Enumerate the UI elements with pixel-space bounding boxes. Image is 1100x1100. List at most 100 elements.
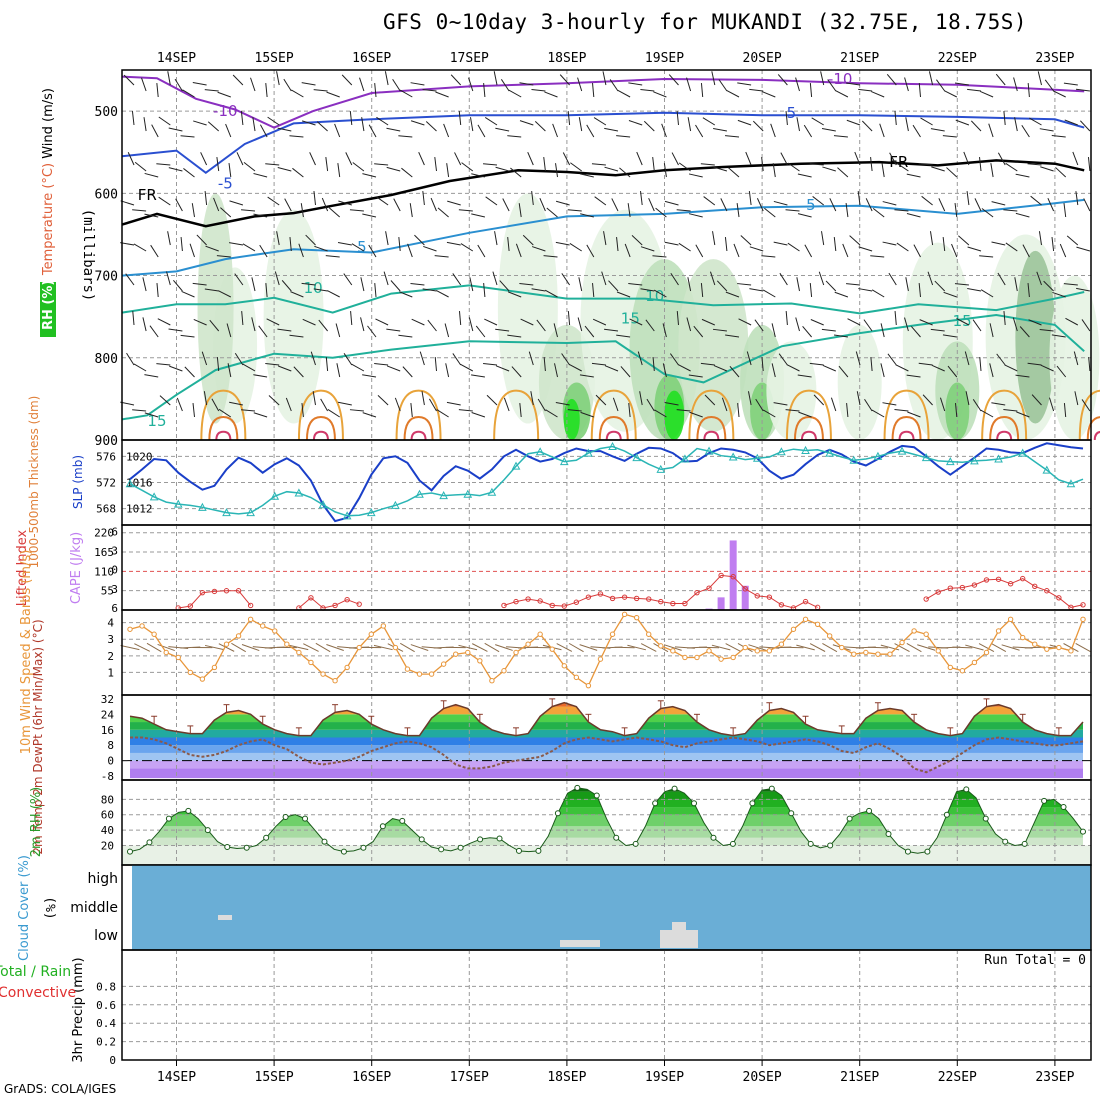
- wind-barb: [410, 403, 413, 418]
- wind-barb: [997, 272, 1006, 286]
- wind-barb: [180, 334, 195, 338]
- wind-barb: [1064, 119, 1078, 126]
- wind-barb: [375, 318, 389, 326]
- wind-barb: [150, 244, 159, 258]
- wind-barb: [927, 271, 934, 286]
- li-line: [298, 597, 360, 609]
- wind-barb: [954, 82, 969, 86]
- rh-marker: [788, 810, 795, 817]
- wind-barb: [652, 255, 667, 258]
- wind-barb: [133, 363, 147, 372]
- wind-barb: [664, 402, 679, 406]
- wind-barb: [1040, 166, 1054, 172]
- wind-barb: [616, 135, 631, 138]
- li-marker: [537, 598, 543, 604]
- wind-barb: [281, 280, 292, 292]
- wind-barb: [350, 311, 353, 326]
- li-marker: [356, 601, 362, 607]
- wind-barb: [1029, 117, 1042, 126]
- wind-barb: [704, 394, 716, 406]
- rh-ylabel: 2m RH (%): [29, 787, 44, 858]
- wind-barb: [888, 272, 897, 286]
- rh-line: [129, 787, 1084, 854]
- wind-barb: [141, 77, 147, 92]
- rh-marker: [165, 815, 172, 822]
- wind-barb: [918, 163, 933, 166]
- cloud-ylabel: Cloud Cover (%): [17, 855, 32, 961]
- wind-marker: [851, 651, 857, 657]
- wind-barb: [711, 71, 716, 86]
- wind-barb: [241, 409, 256, 412]
- wind-barb: [894, 409, 909, 412]
- wind-marker: [971, 659, 978, 666]
- wind-barb: [184, 366, 195, 378]
- wind-barb: [616, 291, 631, 298]
- rh-label: RH (%): [41, 275, 56, 330]
- thickness-marker: [970, 456, 979, 465]
- wind-barb: [958, 235, 970, 246]
- wind-barb: [484, 318, 498, 326]
- rh-marker: [535, 847, 542, 854]
- wind-barb: [980, 90, 994, 98]
- thickness-marker: [222, 508, 231, 517]
- wind-barb: [846, 403, 849, 418]
- wind-barb: [268, 395, 280, 406]
- wind-barb: [166, 271, 171, 286]
- wind-barb: [241, 209, 256, 212]
- wind-marker: [585, 682, 592, 689]
- wind-barb: [253, 412, 268, 418]
- temp-tick: 32: [101, 693, 114, 706]
- wind-barb: [283, 78, 292, 92]
- wind-barb: [604, 328, 619, 332]
- rh-band: [130, 799, 1083, 808]
- sfc-barb: [410, 644, 429, 651]
- sfc-barb: [484, 642, 500, 653]
- wind-barb: [616, 334, 631, 338]
- wind-barb: [872, 207, 885, 218]
- wind-barb: [555, 163, 558, 178]
- wind-barb: [720, 198, 728, 212]
- wind-barb: [569, 243, 582, 252]
- wind-barb: [352, 162, 365, 172]
- cloud-patch: [560, 940, 600, 947]
- wind-marker: [1032, 641, 1038, 647]
- wind-barb: [499, 280, 510, 292]
- rh-marker: [729, 840, 736, 847]
- top-date-label: 20SEP: [743, 51, 782, 66]
- wind-barb: [809, 283, 813, 298]
- wind-barb: [864, 398, 873, 412]
- wind-barb: [882, 402, 897, 406]
- wind-barb: [956, 318, 970, 326]
- panel-frame: [121, 524, 1092, 611]
- wind-barb: [700, 283, 704, 298]
- wind-barb: [484, 116, 498, 126]
- wind-barb: [293, 366, 304, 378]
- wind-barb: [189, 243, 195, 258]
- wind-barb: [1076, 246, 1091, 252]
- wind-barb: [301, 403, 304, 418]
- temp-contour: [121, 111, 1085, 175]
- wind-barb: [942, 135, 957, 138]
- wind-barb: [144, 172, 159, 178]
- wind-barb: [126, 352, 135, 366]
- wind-barb: [795, 77, 800, 92]
- wind-barb: [620, 366, 631, 378]
- temp-band: [130, 752, 1083, 761]
- wind-barb: [528, 351, 534, 366]
- wind-barb: [1055, 167, 1067, 178]
- cloud-unit: (%): [42, 896, 57, 919]
- wind-barb: [964, 351, 970, 366]
- top-date-label: 14SEP: [157, 51, 196, 66]
- wind-barb: [702, 117, 716, 126]
- wind-barb: [772, 163, 776, 178]
- wind-marker: [646, 631, 652, 637]
- temp-dome: [785, 389, 832, 441]
- wind-barb: [1047, 198, 1055, 212]
- li-marker: [718, 572, 724, 579]
- wind-barb: [991, 201, 1006, 206]
- wind-barb: [879, 123, 885, 138]
- wind-barb: [156, 163, 171, 166]
- wind-barb: [519, 120, 534, 126]
- wind-barb: [123, 74, 135, 86]
- wind-barb: [670, 273, 679, 286]
